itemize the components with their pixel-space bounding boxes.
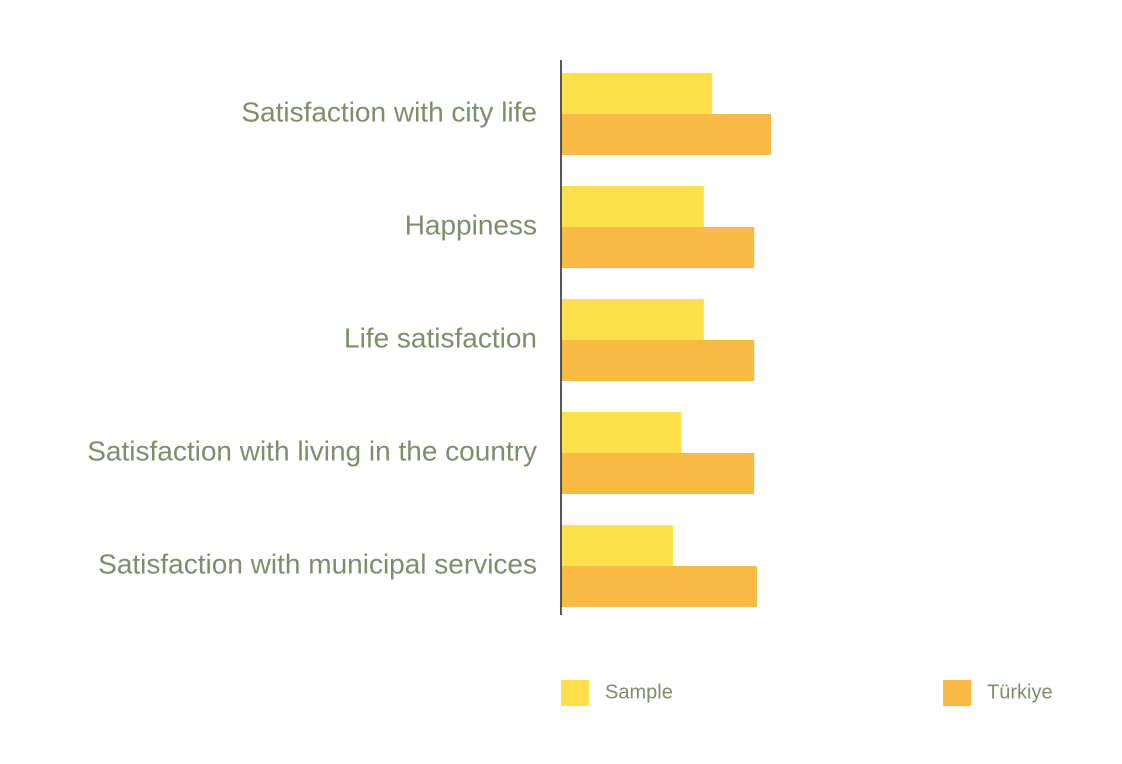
category-label-0: Satisfaction with city life (241, 96, 537, 127)
category-label-1: Happiness (405, 209, 537, 240)
bar-sample-3 (561, 412, 682, 453)
category-label-4: Satisfaction with municipal services (98, 548, 537, 579)
legend-swatch-1 (943, 680, 971, 706)
legend-swatch-0 (561, 680, 589, 706)
bar-turkiye-4 (561, 566, 757, 607)
bar-turkiye-1 (561, 227, 755, 268)
legend-label-0: Sample (605, 681, 673, 703)
bar-turkiye-3 (561, 453, 755, 494)
bar-sample-0 (561, 73, 713, 114)
bars-group (561, 73, 771, 607)
legend-label-1: Türkiye (987, 681, 1053, 703)
category-label-3: Satisfaction with living in the country (87, 435, 537, 466)
legend: Sample Türkiye (561, 680, 1053, 706)
bar-turkiye-2 (561, 340, 755, 381)
bar-turkiye-0 (561, 114, 771, 155)
category-labels: Satisfaction with city life Happiness Life… (87, 96, 537, 579)
bar-sample-4 (561, 525, 673, 566)
category-label-2: Life satisfaction (344, 322, 537, 353)
bar-sample-2 (561, 299, 704, 340)
bar-sample-1 (561, 186, 704, 227)
